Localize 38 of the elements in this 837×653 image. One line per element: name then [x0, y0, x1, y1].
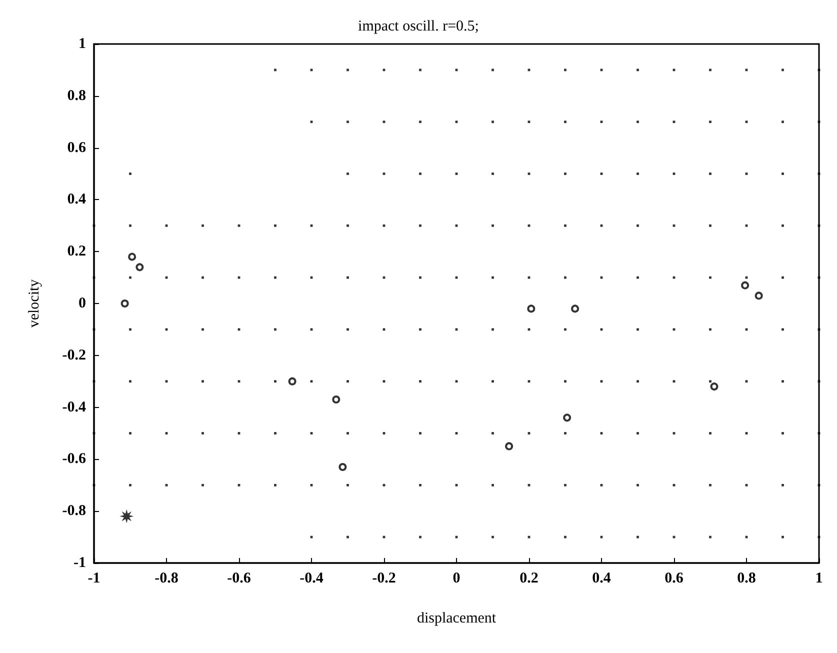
y-tick-label: 0.8 — [67, 88, 86, 104]
point — [338, 462, 347, 471]
point — [754, 292, 763, 300]
y-tick-label: -0.2 — [62, 347, 86, 364]
x-tick-label: -0.2 — [372, 570, 396, 586]
x-tick-label: -0.4 — [300, 570, 324, 586]
point — [120, 300, 129, 308]
x-tick-label: 0 — [452, 570, 460, 586]
y-tick-label: 0.4 — [67, 192, 86, 208]
y-tick-label: 0.2 — [67, 244, 86, 260]
point — [288, 377, 296, 386]
y-tick-label: 0 — [78, 296, 86, 312]
x-tick-label: 0.6 — [664, 570, 684, 586]
point — [136, 263, 144, 272]
point — [571, 304, 580, 313]
y-tick-label: 1 — [78, 36, 86, 52]
y-tick-label: -0.4 — [62, 399, 86, 416]
x-tick-label: 0.2 — [520, 570, 538, 586]
x-tick-label: 0.8 — [737, 570, 756, 586]
chart-title: impact oscill. r=0.5; — [358, 18, 479, 34]
point — [120, 509, 134, 524]
x-tick-label: -0.8 — [154, 570, 178, 586]
x-tick-label: -0.6 — [227, 570, 252, 586]
y-axis-title: velocity — [26, 278, 42, 328]
y-tick-label: -0.8 — [62, 503, 86, 520]
point — [505, 442, 514, 450]
y-tick-label: -1 — [74, 555, 86, 571]
y-tick-label: -0.6 — [62, 451, 86, 468]
point — [332, 396, 340, 404]
y-tick-label: 0.6 — [67, 140, 86, 156]
point — [128, 252, 136, 261]
x-tick-label: 1 — [815, 570, 823, 586]
point — [527, 304, 536, 313]
point — [563, 414, 572, 422]
point — [741, 281, 750, 290]
x-tick-label: 0.4 — [592, 570, 612, 586]
x-axis-title: displacement — [416, 610, 497, 626]
point — [710, 382, 718, 391]
